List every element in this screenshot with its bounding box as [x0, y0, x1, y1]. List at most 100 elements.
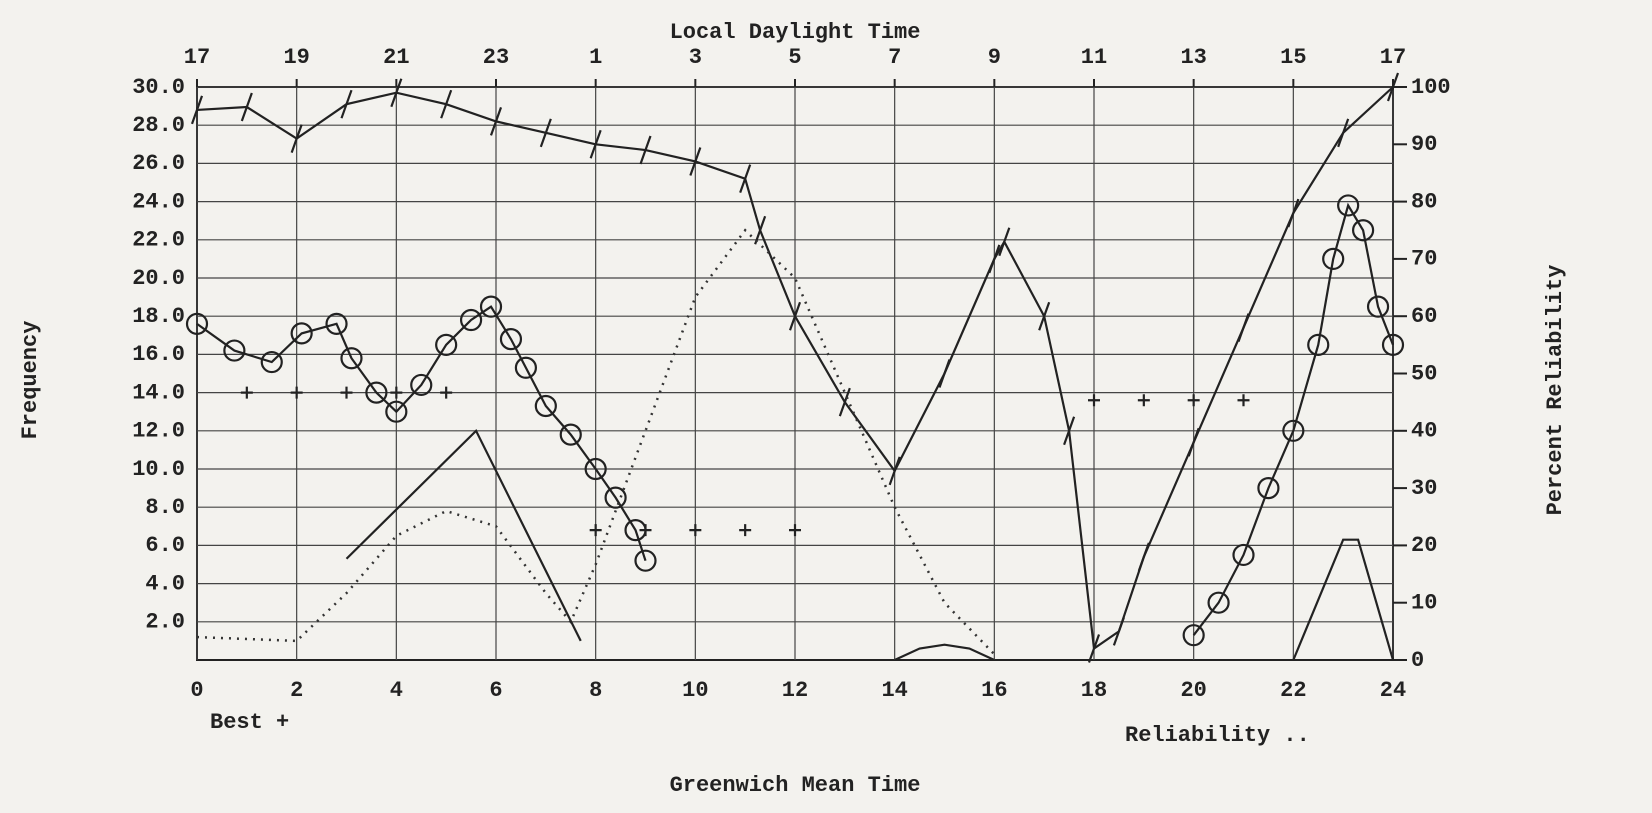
- plus-marker: [639, 524, 652, 537]
- y-tick-label: 22.0: [132, 228, 185, 253]
- series-line: [196, 305, 647, 562]
- circle-marker: [1366, 295, 1390, 318]
- y2-tick-label: 50: [1411, 361, 1437, 386]
- slash-marker: [190, 95, 204, 125]
- y2-tick-label: 80: [1411, 189, 1437, 214]
- plus-marker: [589, 524, 602, 537]
- slash-marker: [1137, 542, 1150, 572]
- y-tick-label: 24.0: [132, 189, 185, 214]
- series-line: [345, 428, 582, 642]
- circle-marker: [325, 312, 348, 335]
- slash-marker: [1237, 313, 1250, 343]
- top-axis-title: Local Daylight Time: [670, 20, 921, 45]
- x-tick-label: 20: [1180, 678, 1206, 703]
- slash-marker: [1287, 198, 1300, 228]
- circle-marker: [1307, 333, 1330, 356]
- slash-marker: [988, 244, 1001, 274]
- x-axis-title: Greenwich Mean Time: [670, 773, 921, 798]
- legend-note: Reliability ..: [1125, 723, 1310, 748]
- slash-marker: [1187, 427, 1200, 457]
- x2-tick-label: 9: [988, 45, 1001, 70]
- slash-marker: [739, 164, 752, 194]
- y-tick-label: 4.0: [145, 571, 185, 596]
- slash-marker: [1386, 72, 1400, 102]
- x2-tick-label: 5: [788, 45, 801, 70]
- y-tick-label: 20.0: [132, 266, 185, 291]
- x-tick-label: 10: [682, 678, 708, 703]
- y-tick-label: 10.0: [132, 457, 185, 482]
- circle-marker: [1182, 624, 1205, 647]
- x-tick-label: 0: [190, 678, 203, 703]
- circle-marker: [1257, 477, 1280, 500]
- slash-marker: [589, 129, 602, 159]
- y2-tick-label: 10: [1411, 591, 1437, 616]
- circle-marker: [1282, 419, 1305, 442]
- circle-marker: [634, 549, 657, 572]
- plus-marker: [689, 524, 702, 537]
- x2-tick-label: 13: [1180, 45, 1206, 70]
- plus-marker: [1237, 394, 1250, 407]
- slash-marker: [838, 387, 851, 417]
- plus-marker: [739, 524, 752, 537]
- y-tick-label: 26.0: [132, 151, 185, 176]
- x2-tick-label: 15: [1280, 45, 1306, 70]
- x-tick-label: 14: [881, 678, 907, 703]
- plus-marker: [789, 524, 801, 537]
- y2-axis-title: Percent Reliability: [1543, 265, 1568, 516]
- y-tick-label: 14.0: [132, 380, 185, 405]
- y-axis-title: Frequency: [18, 321, 43, 440]
- slash-marker: [689, 147, 702, 176]
- plus-marker: [440, 386, 453, 399]
- slash-marker: [1087, 634, 1101, 663]
- slash-marker: [888, 456, 901, 486]
- y2-tick-label: 100: [1411, 75, 1451, 100]
- circle-marker: [604, 486, 627, 509]
- series-line: [1292, 538, 1395, 661]
- x-tick-label: 8: [589, 678, 602, 703]
- y-tick-label: 18.0: [132, 304, 185, 329]
- circle-marker: [499, 328, 523, 351]
- slash-marker: [1337, 118, 1350, 148]
- circle-marker: [260, 350, 283, 374]
- slash-marker: [938, 359, 951, 388]
- y-tick-label: 30.0: [132, 75, 185, 100]
- y2-tick-label: 20: [1411, 533, 1437, 558]
- x2-tick-label: 7: [888, 45, 901, 70]
- x2-tick-label: 17: [184, 45, 210, 70]
- slash-marker: [390, 78, 403, 108]
- slash-marker: [788, 301, 802, 331]
- slash-marker: [489, 107, 503, 136]
- y-tick-label: 8.0: [145, 495, 185, 520]
- x2-tick-label: 23: [483, 45, 509, 70]
- circle-marker: [1351, 219, 1375, 242]
- legend-note: Best +: [210, 710, 289, 735]
- series-line: [894, 643, 995, 661]
- plus-marker: [1187, 394, 1200, 407]
- circle-marker: [1232, 543, 1255, 567]
- y2-tick-label: 60: [1411, 304, 1437, 329]
- plus-marker: [1137, 394, 1150, 407]
- y-tick-label: 28.0: [132, 113, 185, 138]
- plus-marker: [340, 386, 353, 399]
- y2-tick-label: 40: [1411, 419, 1437, 444]
- x-tick-label: 22: [1280, 678, 1306, 703]
- plus-marker: [240, 386, 253, 399]
- slash-marker: [340, 89, 353, 119]
- circle-marker: [340, 347, 363, 370]
- slash-marker: [998, 227, 1011, 257]
- circle-marker: [534, 394, 557, 418]
- slash-marker: [1038, 301, 1051, 331]
- y-tick-label: 6.0: [145, 533, 185, 558]
- slash-marker: [1063, 416, 1076, 446]
- y-tick-label: 12.0: [132, 419, 185, 444]
- circle-marker: [479, 295, 503, 318]
- circle-marker: [1322, 247, 1345, 270]
- circle-marker: [223, 339, 246, 362]
- circle-marker: [290, 322, 313, 345]
- circle-marker: [459, 308, 483, 332]
- x-tick-label: 24: [1380, 678, 1406, 703]
- x2-tick-label: 1: [589, 45, 602, 70]
- y-tick-label: 2.0: [145, 610, 185, 635]
- circle-marker: [514, 356, 538, 379]
